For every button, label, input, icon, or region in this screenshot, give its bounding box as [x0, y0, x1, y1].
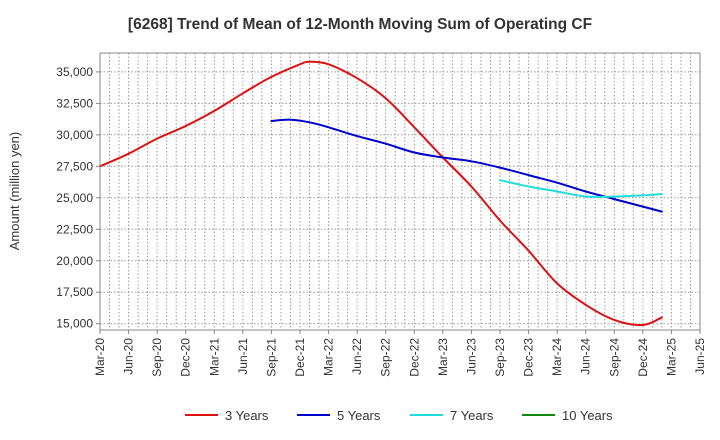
x-tick-label: Jun-25	[693, 338, 707, 375]
series-line-3-years	[99, 60, 663, 327]
x-tick-label: Jun-21	[236, 338, 250, 375]
x-tick-label: Mar-24	[550, 338, 564, 376]
legend: 3 Years 5 Years 7 Years 10 Years	[185, 408, 613, 423]
x-tick-label: Jun-23	[464, 338, 478, 375]
legend-label-5-years: 5 Years	[337, 408, 381, 423]
x-tick-label: Dec-24	[636, 338, 650, 377]
x-tick-label: Mar-22	[322, 338, 336, 376]
chart-title: [6268] Trend of Mean of 12-Month Moving …	[128, 16, 592, 33]
x-tick-label: Dec-22	[407, 338, 421, 377]
x-tick-label: Dec-21	[293, 338, 307, 377]
y-tick-label: 35,000	[56, 65, 93, 79]
x-tick-label: Dec-23	[522, 338, 536, 377]
plot-frame	[99, 52, 701, 331]
x-tick-label: Jun-24	[579, 338, 593, 375]
series-line-5-years	[270, 118, 663, 213]
x-tick-label: Sep-24	[607, 338, 621, 377]
y-tick-label: 27,500	[56, 159, 93, 173]
legend-label-3-years: 3 Years	[225, 408, 269, 423]
y-tick-label: 17,500	[56, 285, 93, 299]
x-tick-label: Sep-22	[379, 338, 393, 377]
y-axis-ticks: 15,000 17,500 20,000 22,500 25,000 27,500 30,0…	[56, 65, 100, 331]
legend-label-7-years: 7 Years	[450, 408, 494, 423]
y-tick-label: 25,000	[56, 191, 93, 205]
x-tick-label: Jun-22	[350, 338, 364, 375]
y-tick-label: 22,500	[56, 222, 93, 236]
x-tick-label: Mar-23	[436, 338, 450, 376]
x-axis-ticks: Mar-20 Jun-20 Sep-20 Dec-20 Mar-21 Jun-21 Sep-…	[93, 330, 707, 377]
x-tick-label: Mar-21	[207, 338, 221, 376]
x-tick-label: Sep-21	[264, 338, 278, 377]
series-line-7-years	[499, 179, 663, 198]
x-tick-label: Mar-20	[93, 338, 107, 376]
series-lines	[99, 60, 663, 327]
x-tick-label: Sep-23	[493, 338, 507, 377]
y-tick-label: 20,000	[56, 254, 93, 268]
y-axis-label: Amount (million yen)	[7, 132, 22, 251]
x-tick-label: Dec-20	[179, 338, 193, 377]
x-tick-label: Sep-20	[150, 338, 164, 377]
x-tick-label: Jun-20	[122, 338, 136, 375]
x-tick-label: Mar-25	[664, 338, 678, 376]
legend-label-10-years: 10 Years	[562, 408, 613, 423]
y-tick-label: 15,000	[56, 317, 93, 331]
y-tick-label: 30,000	[56, 128, 93, 142]
grid-lines	[100, 53, 700, 330]
y-tick-label: 32,500	[56, 96, 93, 110]
